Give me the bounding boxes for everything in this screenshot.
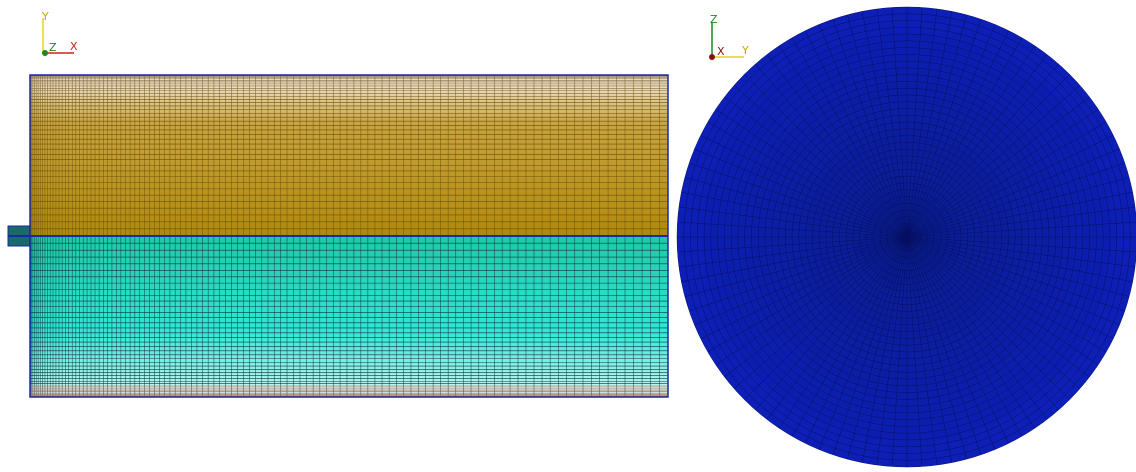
- axis-label: Y: [741, 44, 749, 57]
- z-axis-dot: [42, 50, 48, 56]
- axis-label: X: [717, 45, 725, 58]
- axis-label: Z: [49, 41, 57, 54]
- axis-label: Y: [41, 10, 49, 23]
- x-axis-dot: [709, 54, 715, 60]
- viewport: Y Z X Z X Y: [0, 0, 1136, 472]
- cross-section-mesh: [677, 7, 1136, 467]
- axis-label: X: [70, 40, 78, 53]
- axis-label: Z: [710, 13, 718, 26]
- page: Y Z X Z X Y (() => { const data = JSON.p…: [0, 0, 1136, 472]
- side-mesh: [8, 75, 668, 397]
- left-axis-triad: Y Z X: [41, 10, 78, 56]
- right-axis-triad: Z X Y: [709, 13, 749, 60]
